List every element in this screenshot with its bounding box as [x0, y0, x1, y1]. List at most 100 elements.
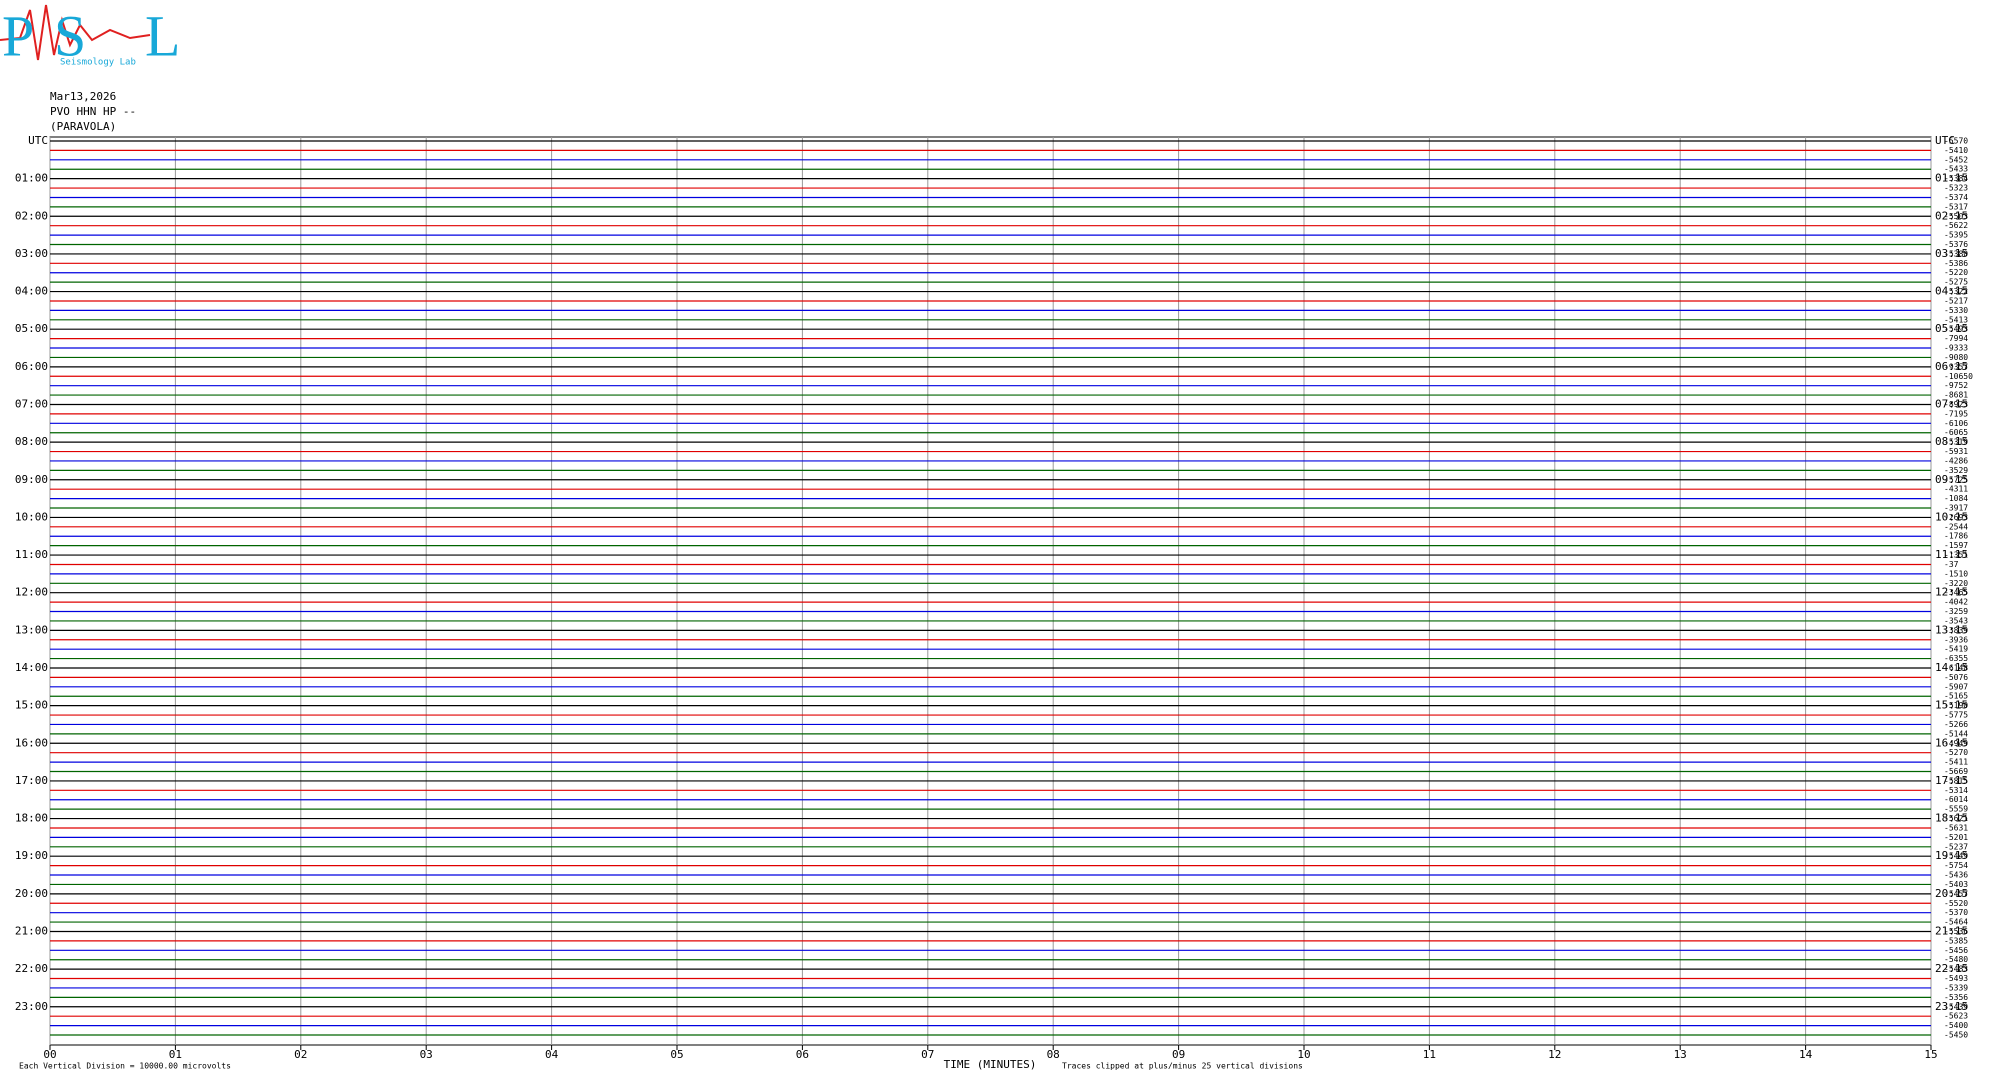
- trace-offset-label: -3529: [1944, 466, 1968, 475]
- hour-label-left: 15:00: [15, 699, 48, 712]
- trace-offset-label: -2544: [1944, 522, 1968, 531]
- x-axis-label: TIME (MINUTES): [944, 1058, 1037, 1071]
- hour-label-right: 21:15: [1935, 924, 1968, 937]
- trace-offset-label: -3220: [1944, 579, 1968, 588]
- trace-offset-label: -37: [1944, 560, 1959, 569]
- trace-offset-label: -3259: [1944, 607, 1968, 616]
- hour-label-left: 23:00: [15, 1000, 48, 1013]
- logo-letter: S: [54, 3, 86, 68]
- hour-label-left: 04:00: [15, 285, 48, 298]
- trace-offset-label: -1351: [1944, 551, 1968, 560]
- x-tick-label: 11: [1423, 1048, 1436, 1061]
- trace-offset-label: -5374: [1944, 193, 1968, 202]
- hour-label-right: 16:15: [1935, 736, 1968, 749]
- hour-label-right: 04:15: [1935, 285, 1968, 298]
- hour-label-left: 19:00: [15, 849, 48, 862]
- hour-label-left: 16:00: [15, 736, 48, 749]
- trace-offset-label: -5483: [1944, 965, 1968, 974]
- trace-offset-label: -5400: [1944, 1021, 1968, 1030]
- hour-label-left: 21:00: [15, 924, 48, 937]
- hour-label-left: 11:00: [15, 548, 48, 561]
- trace-offset-label: -5520: [1944, 899, 1968, 908]
- hour-label-right: 19:15: [1935, 849, 1968, 862]
- trace-offset-label: -4949: [1944, 739, 1968, 748]
- trace-offset-label: -5266: [1944, 720, 1968, 729]
- hour-label-left: 09:00: [15, 473, 48, 486]
- trace-offset-label: -10650: [1944, 372, 1973, 381]
- x-tick-label: 10: [1297, 1048, 1310, 1061]
- trace-offset-label: -5411: [1944, 758, 1968, 767]
- trace-offset-label: -5449: [1944, 852, 1968, 861]
- logo-text: Seismology Lab: [60, 58, 136, 68]
- trace-offset-label: -5144: [1944, 729, 1968, 738]
- x-tick-label: 07: [921, 1048, 934, 1061]
- trace-offset-label: -5669: [1944, 767, 1968, 776]
- x-tick-label: 03: [420, 1048, 433, 1061]
- trace-offset-label: -1084: [1944, 494, 1968, 503]
- hour-label-left: 07:00: [15, 397, 48, 410]
- hour-label-left: 17:00: [15, 774, 48, 787]
- trace-offset-label: -6106: [1944, 419, 1968, 428]
- trace-offset-label: -4311: [1944, 485, 1968, 494]
- trace-offset-label: -5370: [1944, 908, 1968, 917]
- hour-label-right: 13:15: [1935, 623, 1968, 636]
- trace-offset-label: -5815: [1944, 776, 1968, 785]
- hour-label-right: 20:15: [1935, 887, 1968, 900]
- trace-offset-label: -5457: [1944, 889, 1968, 898]
- trace-offset-label: -5452: [1944, 155, 1968, 164]
- trace-offset-label: -5317: [1944, 202, 1968, 211]
- trace-offset-label: -5339: [1944, 983, 1968, 992]
- trace-offset-label: -5165: [1944, 692, 1968, 701]
- x-tick-label: 00: [43, 1048, 56, 1061]
- title-line: (PARAVOLA): [50, 120, 116, 133]
- hour-label-right: 01:15: [1935, 172, 1968, 185]
- trace-offset-label: -5754: [1944, 861, 1968, 870]
- trace-offset-label: -9357: [1944, 362, 1968, 371]
- hour-label-right: 07:15: [1935, 397, 1968, 410]
- trace-offset-label: -5376: [1944, 240, 1968, 249]
- trace-offset-label: -5493: [1944, 974, 1968, 983]
- title-line: Mar13,2026: [50, 90, 116, 103]
- trace-offset-label: -3465: [1944, 588, 1968, 597]
- trace-offset-label: -5622: [1944, 221, 1968, 230]
- x-tick-label: 09: [1172, 1048, 1185, 1061]
- trace-offset-label: -5503: [1944, 212, 1968, 221]
- trace-offset-label: -6014: [1944, 795, 1968, 804]
- trace-offset-label: -5410: [1944, 146, 1968, 155]
- trace-offset-label: -5931: [1944, 447, 1968, 456]
- trace-offset-label: -6065: [1944, 428, 1968, 437]
- trace-offset-label: -3543: [1944, 616, 1968, 625]
- hour-label-right: 12:15: [1935, 586, 1968, 599]
- trace-offset-label: -5439: [1944, 1002, 1968, 1011]
- x-tick-label: 13: [1674, 1048, 1687, 1061]
- trace-offset-label: -4042: [1944, 598, 1968, 607]
- trace-offset-label: -6148: [1944, 663, 1968, 672]
- trace-offset-label: -5314: [1944, 786, 1968, 795]
- footnote: Traces clipped at plus/minus 25 vertical…: [1062, 1062, 1303, 1071]
- trace-offset-label: -5190: [1944, 701, 1968, 710]
- hour-label-left: 02:00: [15, 209, 48, 222]
- trace-offset-label: -7195: [1944, 409, 1968, 418]
- trace-offset-label: -3936: [1944, 635, 1968, 644]
- trace-offset-label: -5436: [1944, 871, 1968, 880]
- trace-offset-label: -5623: [1944, 1012, 1968, 1021]
- x-tick-label: 02: [294, 1048, 307, 1061]
- hour-label-right: 14:15: [1935, 661, 1968, 674]
- x-tick-label: 15: [1924, 1048, 1937, 1061]
- trace-offset-label: -4286: [1944, 456, 1968, 465]
- hour-label-left: 13:00: [15, 623, 48, 636]
- trace-offset-label: -5480: [1944, 955, 1968, 964]
- trace-offset-label: -5621: [1944, 814, 1968, 823]
- trace-offset-label: -5450: [1944, 1031, 1968, 1040]
- trace-offset-label: -7994: [1944, 334, 1968, 343]
- hour-label-right: 05:15: [1935, 322, 1968, 335]
- trace-offset-label: -9752: [1944, 381, 1968, 390]
- trace-offset-label: -5419: [1944, 645, 1968, 654]
- trace-offset-label: -5322: [1944, 287, 1968, 296]
- trace-offset-label: -5395: [1944, 231, 1968, 240]
- trace-offset-label: -5493: [1944, 325, 1968, 334]
- trace-offset-label: -5570: [1944, 137, 1968, 146]
- trace-offset-label: -5631: [1944, 823, 1968, 832]
- hour-label-right: 08:15: [1935, 435, 1968, 448]
